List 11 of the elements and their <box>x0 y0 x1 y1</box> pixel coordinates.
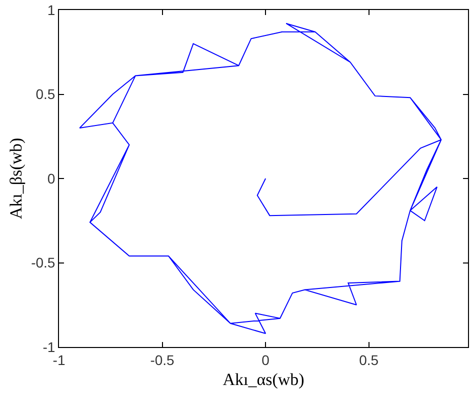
y-tick-label: 0 <box>47 170 56 186</box>
y-axis-title: Akı_βs(wb) <box>6 138 26 220</box>
y-tick-label: 0.5 <box>36 86 56 102</box>
y-tick-label: 1 <box>47 2 56 18</box>
x-tick-label: -0.5 <box>150 352 175 368</box>
line-series <box>79 22 442 334</box>
x-tick-label: 0 <box>262 352 270 368</box>
x-axis-title: Akı_αs(wb) <box>222 370 304 390</box>
y-tick-label: -0.5 <box>31 254 56 271</box>
x-tick-label: 0.5 <box>359 352 379 368</box>
y-tick-label: -1 <box>42 338 56 355</box>
